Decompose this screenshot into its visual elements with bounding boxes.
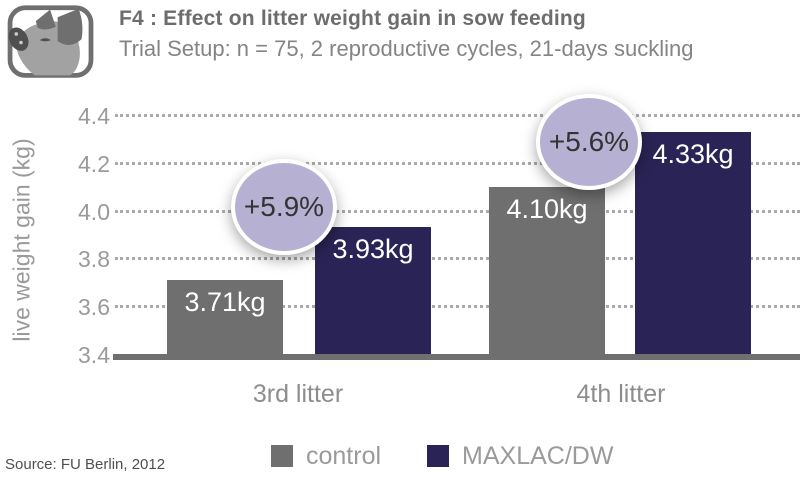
- legend-item-control: control: [271, 442, 382, 470]
- y-tick-label: 4.4: [78, 103, 110, 129]
- chart-subtitle: Trial Setup: n = 75, 2 reproductive cycl…: [119, 36, 694, 61]
- gridline: [115, 114, 800, 117]
- legend-label-maxlac: MAXLAC/DW: [462, 442, 614, 470]
- gridline: [115, 161, 800, 165]
- gridline: [115, 209, 800, 213]
- gain-bubble-text: +5.9%: [243, 191, 325, 222]
- legend-swatch-control: [271, 445, 293, 467]
- y-tick-label: 4.2: [78, 150, 110, 177]
- bar-control-3rd-litter: 3.71kg: [167, 279, 283, 354]
- legend-label-control: control: [306, 442, 382, 470]
- pig-icon: [5, 3, 97, 83]
- gridline: [115, 305, 800, 309]
- gain-bubble-text: +5.6%: [548, 126, 630, 157]
- legend: control MAXLAC/DW: [271, 442, 614, 470]
- bar-maxlac-4th-litter: 4.33kg: [635, 131, 751, 354]
- bar-maxlac-3rd-litter: 3.93kg: [315, 227, 431, 354]
- gain-bubble-3rd-litter: +5.9%: [231, 159, 337, 255]
- x-label-3rd-litter: 3rd litter: [252, 380, 344, 408]
- y-tick-label: 3.4: [78, 342, 110, 368]
- y-tick-label: 4.0: [78, 198, 110, 225]
- bar-control-4th-litter: 4.10kg: [489, 186, 605, 354]
- y-tick-label: 3.8: [78, 246, 110, 273]
- bar-value-label: 4.33kg: [652, 138, 734, 169]
- x-axis-baseline: [113, 354, 800, 360]
- bar-value-label: 3.71kg: [184, 286, 266, 317]
- gridline: [115, 257, 800, 261]
- bar-value-label: 3.93kg: [332, 234, 414, 265]
- gain-bubble-4th-litter: +5.6%: [536, 94, 642, 190]
- legend-swatch-maxlac: [427, 445, 450, 467]
- x-label-4th-litter: 4th litter: [576, 380, 666, 408]
- source-note: Source: FU Berlin, 2012: [5, 456, 166, 473]
- y-tick-label: 3.6: [78, 294, 110, 321]
- bar-value-label: 4.10kg: [506, 193, 588, 224]
- legend-item-maxlac: MAXLAC/DW: [427, 442, 614, 470]
- chart-title: F4 : Effect on litter weight gain in sow…: [119, 7, 586, 30]
